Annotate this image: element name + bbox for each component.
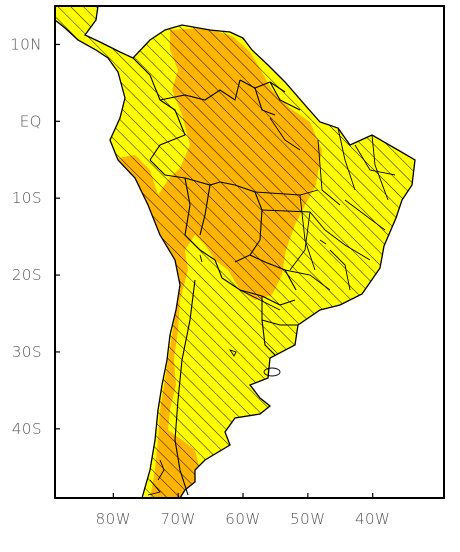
lakes [147,239,327,496]
x-tick-label: 40W [355,510,390,528]
y-tick-label: 30S [12,343,42,361]
y-tick-label: 10S [12,189,42,207]
y-tick-label: 40S [12,420,42,438]
x-tick-label: 80W [96,510,131,528]
x-tick-label: 50W [290,510,325,528]
x-tick-label: 60W [225,510,260,528]
state-borders [239,117,396,311]
y-tick-label: EQ [20,112,42,130]
map-frame [54,5,445,499]
y-tick-label: 20S [12,266,42,284]
y-axis: 10N EQ 10S 20S 30S 40S [10,35,60,438]
y-tick-label: 10N [10,35,42,53]
country-borders [132,57,301,496]
x-axis: 80W 70W 60W 50W 40W [96,493,390,528]
x-tick-label: 70W [160,510,195,528]
